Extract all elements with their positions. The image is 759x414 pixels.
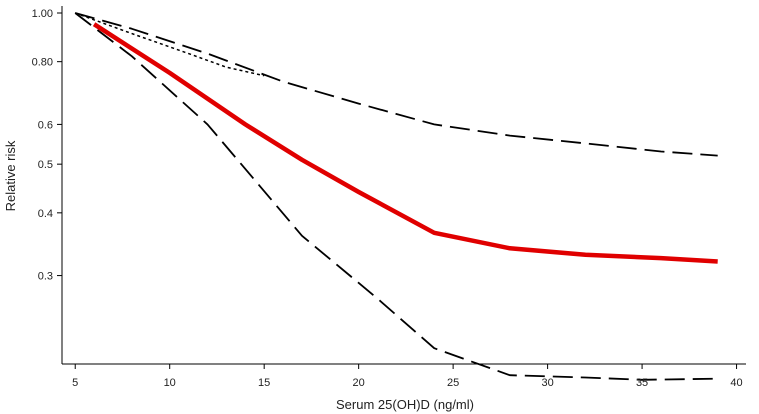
y-ticks: 1.00 0.80 0.6 0.5 0.4 0.3 [32,8,62,283]
x-axis-title: Serum 25(OH)D (ng/ml) [336,397,474,412]
y-axis-title: Relative risk [3,140,18,211]
x-tick-label: 40 [730,377,742,389]
y-tick-label: 0.3 [38,271,53,283]
series-line-estimate [92,22,718,264]
series-line-upper-ci [74,12,718,157]
y-tick-label: 0.5 [38,159,53,171]
y-tick-label: 0.4 [38,208,53,220]
y-tick-label: 1.00 [32,8,53,20]
x-ticks: 5 10 15 20 25 30 35 40 [72,364,743,389]
x-tick-label: 20 [353,377,365,389]
series-line-reference [74,12,265,77]
y-tick-label: 0.6 [38,119,53,131]
x-tick-label: 25 [447,377,459,389]
series-line-lower-ci [74,12,718,381]
series-layer [74,12,718,381]
x-tick-label: 30 [541,377,553,389]
x-tick-label: 15 [258,377,270,389]
x-tick-label: 5 [72,377,78,389]
x-tick-label: 35 [636,377,648,389]
x-tick-label: 10 [164,377,176,389]
y-tick-label: 0.80 [32,57,53,69]
